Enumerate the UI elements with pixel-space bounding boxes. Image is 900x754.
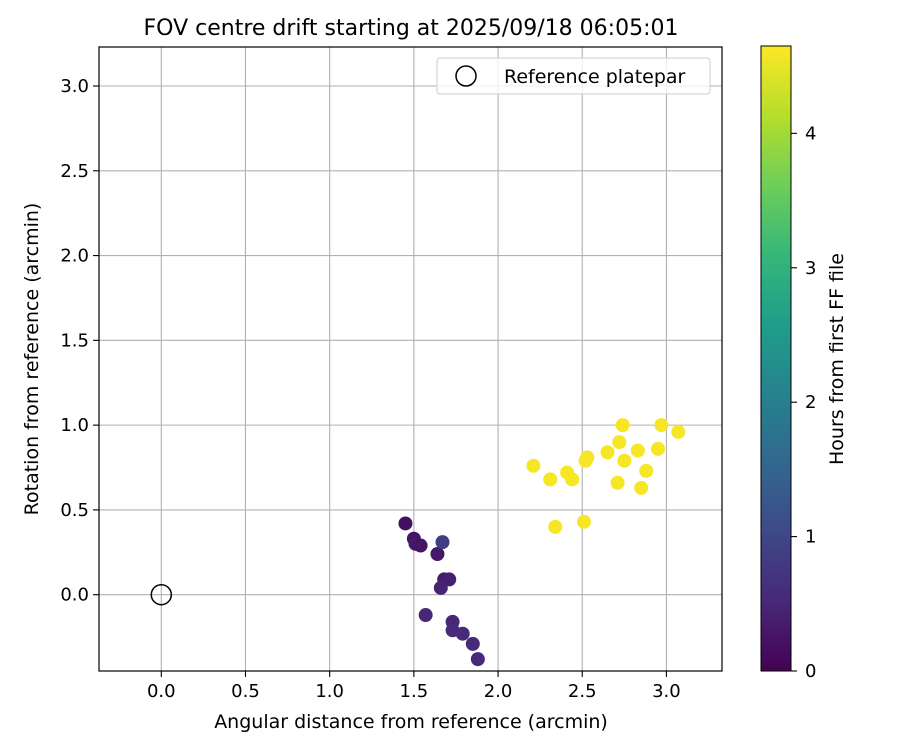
x-tick-label: 3.0: [652, 681, 681, 702]
data-point-late: [617, 453, 632, 468]
reference-point-marker: [150, 583, 173, 606]
data-point-late: [630, 443, 645, 458]
x-tick-label: 0.5: [231, 681, 260, 702]
data-point-late: [600, 445, 615, 460]
data-point-early: [465, 636, 480, 651]
colorbar-tick-label: 2: [805, 392, 816, 413]
x-tick-label: 1.5: [400, 681, 429, 702]
y-tick-label: 3.0: [60, 76, 89, 97]
data-point-late: [543, 472, 558, 487]
y-axis-label: Rotation from reference (arcmin): [21, 203, 43, 516]
y-tick-label: 0.0: [60, 585, 89, 606]
y-tick-label: 2.0: [60, 246, 89, 267]
data-point-early: [430, 547, 445, 561]
data-point-late: [576, 514, 591, 529]
legend-marker-icon: [455, 65, 477, 87]
data-point-early: [398, 516, 413, 531]
colorbar-ticks: 0 1 2 3 4: [791, 123, 816, 682]
colorbar-tick-label: 3: [805, 258, 816, 279]
data-points: [150, 418, 686, 667]
data-point-early: [413, 538, 428, 553]
colorbar: 0 1 2 3 4 Hours from first FF file: [760, 45, 848, 682]
y-tick-label: 2.5: [60, 161, 89, 182]
y-tick-label: 1.0: [60, 415, 89, 436]
colorbar-tick-label: 0: [805, 661, 816, 682]
data-point-late: [615, 418, 630, 433]
grid: [99, 47, 722, 671]
data-point-late: [548, 519, 563, 534]
x-tick-label: 2.0: [484, 681, 513, 702]
y-tick-label: 1.5: [60, 330, 89, 351]
data-point-late: [654, 418, 669, 433]
colorbar-tick-label: 1: [805, 527, 816, 548]
x-axis-ticks: 0.0 0.5 1.0 1.5 2.0 2.5 3.0: [147, 671, 681, 702]
data-point-late: [639, 463, 654, 478]
data-point-early: [418, 608, 433, 623]
legend-box: [436, 57, 711, 95]
data-point-early: [470, 652, 485, 667]
x-tick-label: 0.0: [147, 681, 176, 702]
data-point-late: [526, 458, 541, 473]
data-point-early: [435, 535, 450, 550]
data-point-early: [455, 626, 470, 641]
x-tick-label: 2.5: [568, 681, 597, 702]
legend: Reference platepar: [436, 57, 711, 95]
y-tick-label: 0.5: [60, 500, 89, 521]
legend-entry-reference: Reference platepar: [504, 66, 686, 88]
axes-frame: [98, 46, 723, 672]
data-point-late: [580, 450, 595, 465]
x-axis-label: Angular distance from reference (arcmin): [214, 711, 608, 733]
data-point-late: [612, 435, 627, 450]
data-point-late: [671, 424, 686, 439]
data-point-late: [565, 472, 580, 487]
chart-title: FOV centre drift starting at 2025/09/18 …: [144, 16, 679, 41]
data-point-late: [634, 480, 649, 495]
data-point-late: [610, 475, 625, 490]
colorbar-tick-label: 4: [805, 123, 816, 144]
x-tick-label: 1.0: [315, 681, 344, 702]
colorbar-label: Hours from first FF file: [826, 253, 848, 465]
y-axis-ticks: 0.0 0.5 1.0 1.5 2.0 2.5 3.0: [60, 76, 99, 606]
data-point-late: [651, 441, 666, 456]
colorbar-gradient: [760, 45, 792, 672]
data-point-early: [433, 580, 448, 595]
